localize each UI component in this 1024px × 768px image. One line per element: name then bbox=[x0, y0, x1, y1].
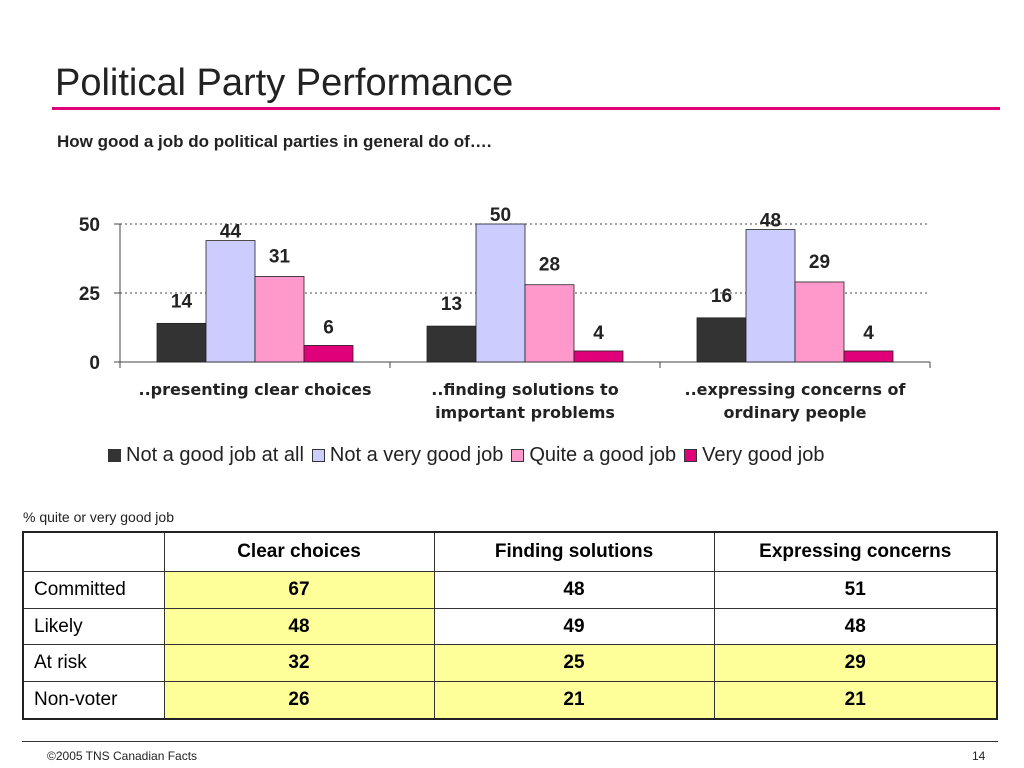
title-underline bbox=[52, 107, 1000, 110]
data-label: 6 bbox=[323, 317, 334, 338]
data-label: 44 bbox=[220, 222, 242, 243]
x-tick-label: ..presenting clear choices bbox=[139, 380, 372, 399]
data-label: 13 bbox=[441, 294, 462, 315]
legend-swatch bbox=[511, 449, 525, 462]
bar bbox=[205, 240, 256, 363]
table-header-cell: Clear choices bbox=[163, 531, 435, 572]
table-cell: 49 bbox=[433, 607, 715, 646]
data-label: 31 bbox=[269, 246, 291, 267]
legend-item: Very good job bbox=[684, 444, 824, 467]
page-number: 14 bbox=[972, 749, 986, 763]
bar bbox=[475, 223, 526, 363]
legend-swatch bbox=[311, 449, 325, 462]
y-tick-label: 25 bbox=[79, 284, 101, 305]
bar bbox=[303, 345, 354, 363]
legend-label: Very good job bbox=[702, 444, 825, 466]
chart-subtitle: How good a job do political parties in g… bbox=[57, 132, 492, 151]
bar bbox=[156, 322, 207, 363]
table-cell: 25 bbox=[433, 644, 715, 683]
table-cell: 48 bbox=[433, 571, 715, 609]
bar bbox=[524, 284, 575, 363]
bar bbox=[843, 350, 894, 363]
table-cell: 29 bbox=[713, 644, 998, 683]
legend-label: Quite a good job bbox=[529, 444, 677, 466]
data-label: 29 bbox=[809, 252, 830, 273]
bar bbox=[426, 325, 477, 363]
table-row: Likely 48 49 48 bbox=[22, 607, 998, 646]
data-label: 4 bbox=[863, 323, 874, 344]
table-cell: 67 bbox=[163, 571, 435, 609]
table-cell: 21 bbox=[433, 681, 715, 720]
table-cell: 48 bbox=[713, 607, 998, 646]
table-header-row: Clear choices Finding solutions Expressi… bbox=[22, 531, 998, 572]
bar bbox=[254, 276, 305, 363]
table-cell: 51 bbox=[713, 571, 998, 609]
x-tick-label: important problems bbox=[435, 403, 615, 422]
x-tick-label: ordinary people bbox=[724, 403, 867, 422]
summary-table: Clear choices Finding solutions Expressi… bbox=[22, 531, 998, 720]
legend-label: Not a good job at all bbox=[126, 444, 304, 466]
bar bbox=[573, 350, 624, 363]
data-label: 14 bbox=[171, 291, 193, 312]
legend-item: Not a good job at all bbox=[108, 444, 304, 467]
row-label: At risk bbox=[22, 644, 165, 683]
page-title: Political Party Performance bbox=[55, 62, 514, 104]
table-header-cell bbox=[22, 531, 165, 572]
table-cell: 21 bbox=[713, 681, 998, 720]
footer-copyright: ©2005 TNS Canadian Facts bbox=[47, 749, 198, 763]
legend-item: Not a very good job bbox=[311, 444, 504, 467]
bar bbox=[794, 281, 845, 363]
table-header-cell: Finding solutions bbox=[433, 531, 715, 572]
x-tick-label: ..expressing concerns of bbox=[685, 380, 907, 399]
row-label: Likely bbox=[22, 607, 165, 646]
data-label: 4 bbox=[593, 323, 604, 344]
legend-swatch bbox=[684, 449, 698, 462]
data-label: 48 bbox=[760, 211, 781, 232]
y-tick-label: 50 bbox=[79, 215, 100, 236]
y-tick-label: 0 bbox=[89, 353, 100, 374]
table-row: At risk 32 25 29 bbox=[22, 644, 998, 683]
x-tick-label: ..finding solutions to bbox=[431, 380, 618, 399]
table-cell: 32 bbox=[163, 644, 435, 683]
legend-swatch bbox=[108, 449, 121, 462]
footer-divider bbox=[22, 741, 998, 742]
legend-label: Not a very good job bbox=[329, 444, 504, 466]
table-cell: 48 bbox=[163, 607, 435, 646]
table-header-cell: Expressing concerns bbox=[713, 531, 998, 572]
chart-legend: Not a good job at all Not a very good job… bbox=[108, 444, 832, 467]
data-label: 16 bbox=[711, 286, 732, 307]
legend-item: Quite a good job bbox=[511, 444, 676, 467]
row-label: Committed bbox=[22, 571, 165, 609]
table-row: Non-voter 26 21 21 bbox=[22, 681, 998, 720]
table-row: Committed 67 48 51 bbox=[22, 571, 998, 609]
table-cell: 26 bbox=[163, 681, 435, 720]
bar bbox=[696, 317, 747, 363]
data-label: 50 bbox=[490, 205, 511, 226]
row-label: Non-voter bbox=[22, 681, 165, 720]
bar bbox=[745, 229, 796, 363]
table-caption: % quite or very good job bbox=[23, 509, 174, 525]
data-label: 28 bbox=[539, 255, 560, 276]
